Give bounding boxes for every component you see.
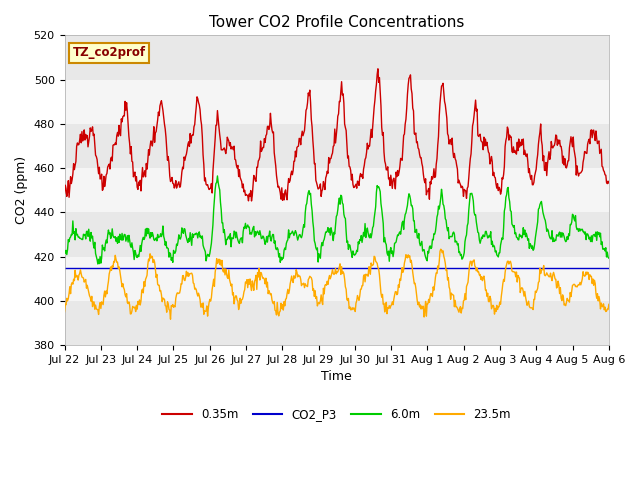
6.0m bbox=[420, 247, 428, 252]
0.35m bbox=[420, 177, 428, 182]
Title: Tower CO2 Profile Concentrations: Tower CO2 Profile Concentrations bbox=[209, 15, 465, 30]
6.0m bbox=[605, 255, 612, 261]
CO2_P3 bbox=[403, 264, 410, 270]
6.0m bbox=[61, 250, 68, 256]
Y-axis label: CO2 (ppm): CO2 (ppm) bbox=[15, 156, 28, 224]
Bar bbox=[65, 36, 609, 80]
Bar bbox=[65, 301, 609, 345]
Legend: 0.35m, CO2_P3, 6.0m, 23.5m: 0.35m, CO2_P3, 6.0m, 23.5m bbox=[157, 404, 516, 426]
0.35m bbox=[127, 151, 134, 157]
CO2_P3 bbox=[182, 264, 189, 270]
6.0m bbox=[214, 173, 221, 179]
Bar bbox=[65, 256, 609, 301]
0.35m bbox=[404, 82, 412, 88]
Line: 23.5m: 23.5m bbox=[65, 249, 609, 319]
Bar bbox=[65, 124, 609, 168]
23.5m bbox=[70, 278, 78, 284]
23.5m bbox=[211, 269, 219, 275]
CO2_P3 bbox=[211, 264, 218, 270]
0.35m bbox=[248, 198, 255, 204]
23.5m bbox=[404, 255, 412, 261]
23.5m bbox=[182, 268, 190, 274]
0.35m bbox=[70, 167, 78, 172]
23.5m bbox=[127, 311, 134, 317]
0.35m bbox=[605, 180, 612, 186]
Line: 0.35m: 0.35m bbox=[65, 69, 609, 201]
CO2_P3 bbox=[70, 264, 78, 270]
6.0m bbox=[211, 186, 219, 192]
23.5m bbox=[61, 309, 68, 314]
Line: 6.0m: 6.0m bbox=[65, 176, 609, 264]
6.0m bbox=[94, 261, 102, 267]
Bar bbox=[65, 212, 609, 256]
6.0m bbox=[182, 235, 190, 240]
CO2_P3 bbox=[605, 264, 612, 270]
6.0m bbox=[70, 229, 78, 235]
0.35m bbox=[182, 154, 189, 159]
23.5m bbox=[419, 303, 427, 309]
6.0m bbox=[404, 196, 412, 202]
0.35m bbox=[211, 147, 218, 153]
Text: TZ_co2prof: TZ_co2prof bbox=[73, 46, 146, 59]
0.35m bbox=[61, 191, 68, 197]
CO2_P3 bbox=[127, 264, 134, 270]
CO2_P3 bbox=[61, 264, 68, 270]
Bar bbox=[65, 80, 609, 124]
X-axis label: Time: Time bbox=[321, 370, 352, 384]
23.5m bbox=[605, 301, 612, 307]
CO2_P3 bbox=[419, 264, 426, 270]
6.0m bbox=[127, 244, 135, 250]
0.35m bbox=[374, 66, 382, 72]
Bar bbox=[65, 168, 609, 212]
23.5m bbox=[437, 246, 445, 252]
23.5m bbox=[166, 316, 174, 322]
